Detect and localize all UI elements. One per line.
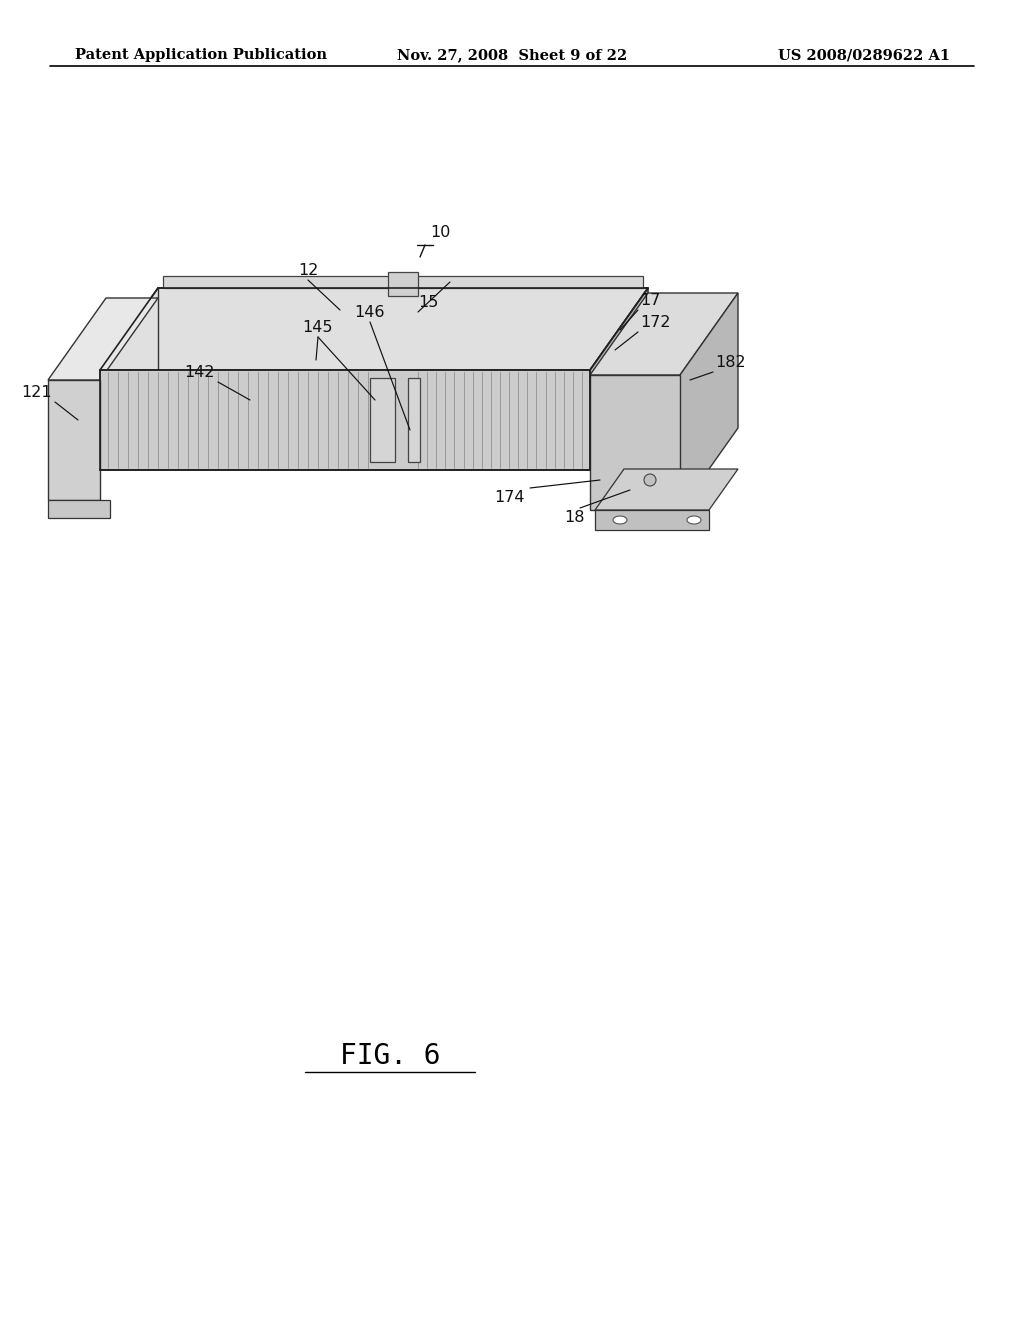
Text: 121: 121 bbox=[22, 385, 52, 400]
Text: FIG. 6: FIG. 6 bbox=[340, 1041, 440, 1071]
Polygon shape bbox=[163, 276, 643, 288]
Ellipse shape bbox=[613, 516, 627, 524]
Polygon shape bbox=[680, 293, 738, 510]
Text: 10: 10 bbox=[430, 224, 451, 240]
Text: 174: 174 bbox=[495, 490, 525, 506]
Polygon shape bbox=[370, 378, 395, 462]
Polygon shape bbox=[595, 510, 709, 531]
Text: US 2008/0289622 A1: US 2008/0289622 A1 bbox=[778, 49, 950, 62]
Polygon shape bbox=[100, 370, 590, 470]
Polygon shape bbox=[408, 378, 420, 462]
Polygon shape bbox=[590, 293, 738, 375]
Text: 145: 145 bbox=[303, 319, 333, 335]
Polygon shape bbox=[590, 288, 648, 470]
Polygon shape bbox=[48, 298, 158, 380]
Text: Nov. 27, 2008  Sheet 9 of 22: Nov. 27, 2008 Sheet 9 of 22 bbox=[397, 49, 627, 62]
Text: 18: 18 bbox=[565, 510, 586, 525]
Ellipse shape bbox=[687, 516, 701, 524]
Polygon shape bbox=[48, 500, 110, 517]
Text: 146: 146 bbox=[354, 305, 385, 319]
Ellipse shape bbox=[644, 474, 656, 486]
Polygon shape bbox=[590, 375, 680, 510]
Text: 12: 12 bbox=[298, 263, 318, 279]
Text: 17: 17 bbox=[640, 293, 660, 308]
Polygon shape bbox=[595, 469, 738, 510]
Text: 172: 172 bbox=[640, 315, 671, 330]
Polygon shape bbox=[388, 272, 418, 296]
Text: Patent Application Publication: Patent Application Publication bbox=[75, 49, 327, 62]
Text: 182: 182 bbox=[715, 355, 745, 370]
Polygon shape bbox=[100, 288, 648, 370]
Polygon shape bbox=[48, 380, 100, 500]
Text: 15: 15 bbox=[418, 294, 438, 310]
Text: 142: 142 bbox=[184, 366, 215, 380]
